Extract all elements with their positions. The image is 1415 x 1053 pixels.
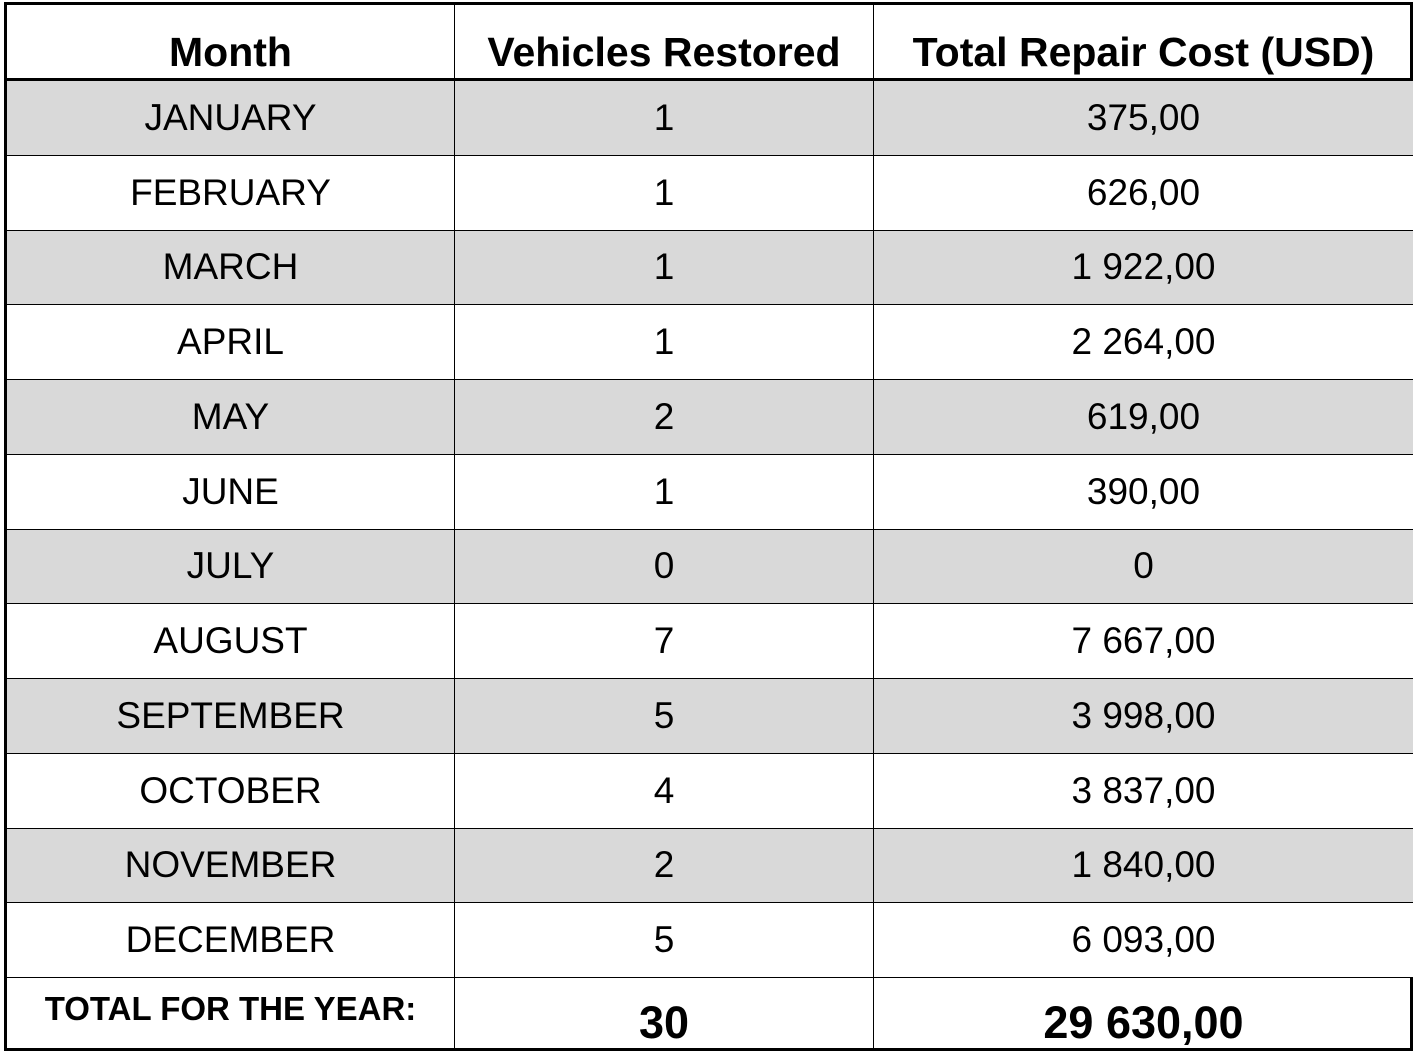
table-cell: 7	[455, 604, 874, 679]
table-cell: 1	[455, 155, 874, 231]
table-cell: 1 840,00	[874, 828, 1413, 904]
table-cell: 1	[455, 230, 874, 306]
table-cell: 4	[455, 753, 874, 829]
total-value: 30	[455, 978, 874, 1048]
table-cell: 5	[455, 903, 874, 978]
table: Month Vehicles Restored Total Repair Cost …	[4, 2, 1413, 1051]
header-cell: Month	[7, 5, 455, 81]
table-cell: SEPTEMBER	[7, 679, 455, 754]
table-cell: 0	[455, 529, 874, 605]
total-value: 29 630,00	[1043, 997, 1244, 1048]
table-cell: AUGUST	[7, 604, 455, 679]
table-cell: 390,00	[874, 454, 1413, 530]
table-cell: JUNE	[7, 454, 455, 530]
table-cell: 1 922,00	[874, 230, 1413, 306]
table-cell: 0	[874, 529, 1413, 605]
table-cell: JANUARY	[7, 81, 455, 156]
table-cell: 2 264,00	[874, 305, 1413, 380]
table-cell: 1	[455, 454, 874, 530]
table-cell: 1	[455, 81, 874, 156]
table-cell: 2	[455, 828, 874, 904]
table-cell: 619,00	[874, 380, 1413, 455]
total-label: TOTAL FOR THE YEAR:	[7, 978, 455, 1048]
table-cell: APRIL	[7, 305, 455, 380]
table-cell: 5	[455, 679, 874, 754]
table-cell: MARCH	[7, 230, 455, 306]
table-cell: JULY	[7, 529, 455, 605]
table-cell: 375,00	[874, 81, 1413, 156]
table-cell: 7 667,00	[874, 604, 1413, 679]
table-cell: 6 093,00	[874, 903, 1413, 978]
table-cell: NOVEMBER	[7, 828, 455, 904]
table-cell: OCTOBER	[7, 753, 455, 829]
table-cell: 2	[455, 380, 874, 455]
table-cell: 3 998,00	[874, 679, 1413, 754]
table-cell: 1	[455, 305, 874, 380]
table-cell: FEBRUARY	[7, 155, 455, 231]
table-cell: DECEMBER	[7, 903, 455, 978]
header-cell: Vehicles Restored	[455, 5, 874, 81]
header-cell: Total Repair Cost (USD)	[874, 5, 1413, 81]
table-cell: 626,00	[874, 155, 1413, 231]
table-cell: MAY	[7, 380, 455, 455]
table-cell: 3 837,00	[874, 753, 1413, 829]
